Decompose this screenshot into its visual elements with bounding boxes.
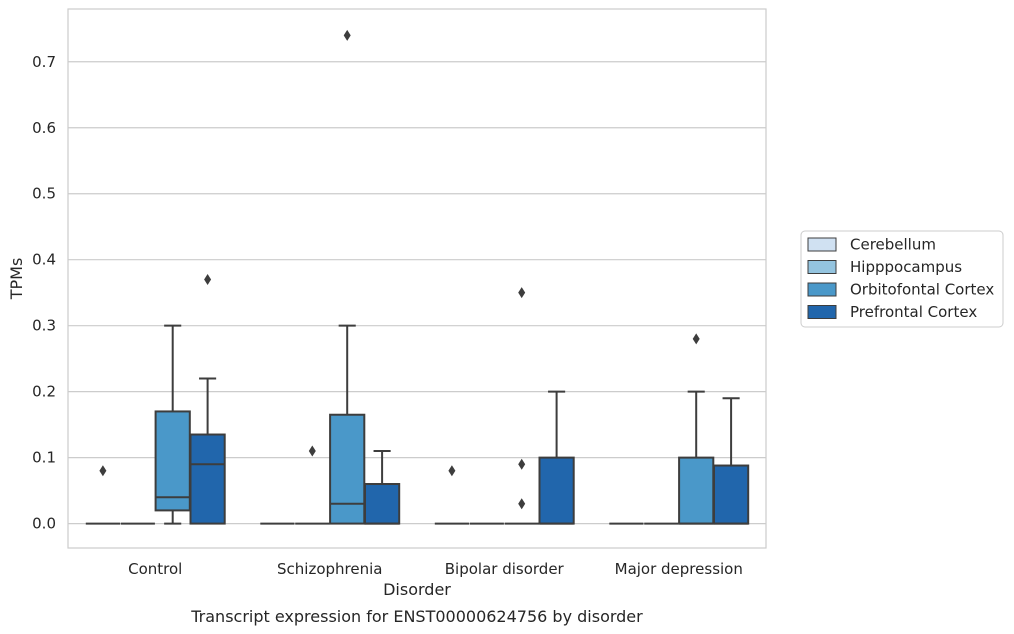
y-tick-label: 0.6 bbox=[32, 119, 56, 137]
outlier-point bbox=[343, 29, 351, 41]
box bbox=[189, 273, 226, 525]
legend-label: Cerebellum bbox=[850, 236, 936, 254]
box-iqr bbox=[189, 433, 226, 525]
legend-frame bbox=[800, 230, 1004, 328]
outlier-point bbox=[204, 273, 212, 285]
outlier-point bbox=[308, 445, 316, 457]
legend-swatch bbox=[807, 282, 837, 297]
chart-caption: Transcript expression for ENST0000062475… bbox=[190, 607, 643, 626]
box bbox=[154, 324, 191, 525]
box bbox=[363, 450, 401, 525]
legend-label: Hipppocampus bbox=[850, 258, 962, 276]
y-tick-label: 0.2 bbox=[32, 383, 56, 401]
box bbox=[712, 397, 750, 525]
y-axis-ticks: 0.0 0.1 0.2 0.3 0.4 0.5 0.6 0.7 bbox=[32, 53, 56, 533]
box-iqr bbox=[329, 413, 366, 525]
outlier-point bbox=[518, 287, 526, 299]
outlier-point bbox=[518, 498, 526, 510]
outlier-point bbox=[692, 333, 700, 345]
legend-swatch bbox=[807, 260, 837, 274]
box bbox=[678, 333, 715, 525]
box bbox=[329, 29, 366, 525]
y-tick-label: 0.0 bbox=[32, 515, 56, 533]
box bbox=[538, 390, 575, 525]
x-tick-label: Control bbox=[128, 560, 182, 578]
y-tick-label: 0.4 bbox=[32, 251, 56, 269]
x-tick-label: Schizophrenia bbox=[277, 560, 382, 578]
legend: Cerebellum Hipppocampus Orbitofontal Corte… bbox=[800, 230, 1004, 328]
x-tick-label: Bipolar disorder bbox=[445, 560, 565, 578]
outlier-point bbox=[518, 458, 526, 470]
x-axis-title: Disorder bbox=[383, 580, 451, 599]
series-cerebellum bbox=[85, 465, 644, 525]
box-iqr bbox=[154, 410, 191, 512]
box bbox=[85, 465, 121, 525]
x-axis-ticks: Control Schizophrenia Bipolar disorder Majo… bbox=[128, 560, 743, 578]
plot-frame bbox=[67, 8, 767, 549]
legend-swatch bbox=[807, 237, 837, 252]
x-tick-label: Major depression bbox=[615, 560, 743, 578]
y-axis-title: TPMs bbox=[7, 258, 26, 301]
box-iqr bbox=[712, 464, 750, 525]
box bbox=[504, 287, 539, 525]
y-tick-label: 0.1 bbox=[32, 449, 56, 467]
legend-swatch bbox=[807, 305, 837, 319]
box-series bbox=[85, 29, 750, 525]
y-tick-label: 0.3 bbox=[32, 317, 56, 335]
outlier-point bbox=[448, 465, 456, 477]
box bbox=[295, 445, 330, 525]
box bbox=[434, 465, 470, 525]
y-tick-label: 0.5 bbox=[32, 185, 56, 203]
box-iqr bbox=[678, 456, 715, 525]
series-orbitofontal-cortex bbox=[154, 29, 715, 525]
outlier-point bbox=[99, 465, 107, 477]
y-tick-label: 0.7 bbox=[32, 53, 56, 71]
legend-label: Prefrontal Cortex bbox=[850, 303, 977, 321]
box-iqr bbox=[363, 483, 401, 525]
box-iqr bbox=[538, 456, 575, 525]
series-prefrontal-cortex bbox=[189, 273, 750, 525]
series-hipppocampus bbox=[120, 445, 679, 525]
legend-label: Orbitofontal Cortex bbox=[850, 281, 994, 299]
